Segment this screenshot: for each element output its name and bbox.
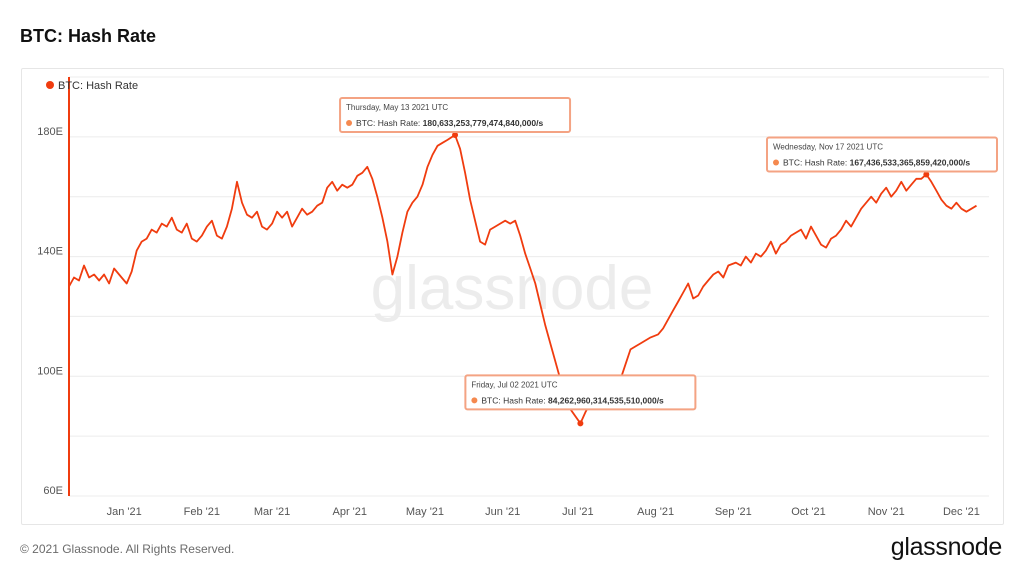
chart-legend[interactable]: BTC: Hash Rate — [46, 80, 138, 92]
tooltip-box: Thursday, May 13 2021 UTC BTC: Hash Rate:… — [339, 96, 572, 133]
highlight-point[interactable] — [577, 420, 584, 427]
tooltip-value: BTC: Hash Rate: 180,633,253,779,474,840,… — [356, 118, 543, 128]
highlight-point[interactable] — [923, 171, 930, 178]
y-tick-label: 180E — [37, 126, 63, 138]
x-tick-label: Mar '21 — [254, 506, 290, 518]
page-title: BTC: Hash Rate — [20, 26, 157, 46]
x-tick-label: Jul '21 — [562, 506, 593, 518]
y-tick-label: 100E — [37, 365, 63, 377]
x-tick-label: Jun '21 — [485, 506, 520, 518]
tooltip-date: Thursday, May 13 2021 UTC — [346, 103, 448, 112]
hash-rate-chart: glassnode 60E 100E 140E 180E Jan '21 Feb '21… — [37, 76, 998, 518]
glassnode-logo[interactable]: glassnode — [890, 533, 1003, 561]
copyright-text: © 2021 Glassnode. All Rights Reserved. — [20, 542, 235, 556]
x-tick-label: Dec '21 — [943, 506, 980, 518]
tooltip-dot — [471, 397, 478, 404]
tooltip-frame — [766, 136, 998, 173]
tooltip-frame — [339, 96, 572, 133]
x-tick-label: Oct '21 — [791, 506, 826, 518]
highlight-point[interactable] — [452, 131, 459, 138]
x-tick-label: Sep '21 — [715, 506, 752, 518]
x-tick-label: May '21 — [406, 506, 444, 518]
watermark-text: glassnode — [371, 254, 654, 323]
tooltip-value: BTC: Hash Rate: 167,436,533,365,859,420,… — [783, 157, 970, 167]
chart-panel: glassnode 60E 100E 140E 180E Jan '21 Feb '21… — [21, 68, 1004, 525]
legend-swatch — [46, 81, 54, 89]
y-tick-label: 140E — [37, 246, 63, 258]
x-tick-label: Aug '21 — [637, 506, 674, 518]
tooltip-box: Wednesday, Nov 17 2021 UTC BTC: Hash Rate… — [766, 136, 998, 173]
legend-label: BTC: Hash Rate — [58, 80, 138, 92]
tooltip-date: Friday, Jul 02 2021 UTC — [471, 380, 557, 389]
x-tick-label: Feb '21 — [184, 506, 220, 518]
tooltip-box: Friday, Jul 02 2021 UTC BTC: Hash Rate: 8… — [464, 374, 697, 411]
tooltip-value: BTC: Hash Rate: 84,262,960,314,535,510,0… — [481, 395, 664, 405]
tooltip-dot — [346, 119, 353, 126]
series-line[interactable] — [68, 134, 977, 425]
x-tick-label: Jan '21 — [107, 506, 142, 518]
x-tick-label: Apr '21 — [333, 506, 368, 518]
x-tick-label: Nov '21 — [868, 506, 905, 518]
y-tick-label: 60E — [43, 485, 63, 497]
tooltip-frame — [464, 374, 697, 411]
tooltip-date: Wednesday, Nov 17 2021 UTC — [773, 142, 883, 151]
tooltip-dot — [773, 159, 779, 166]
